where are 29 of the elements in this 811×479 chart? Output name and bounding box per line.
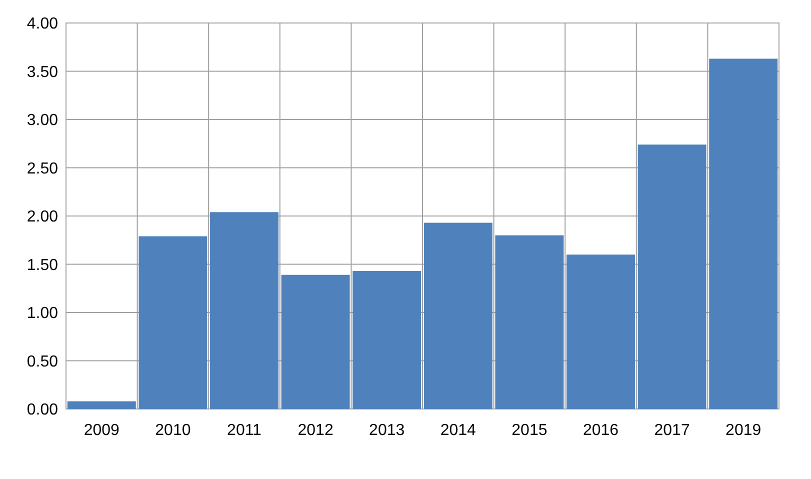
bar — [210, 212, 278, 409]
y-tick-label: 0.50 — [26, 353, 58, 370]
y-tick-label: 1.00 — [26, 305, 58, 322]
bar — [281, 274, 350, 409]
y-tick-label: 2.00 — [26, 208, 58, 226]
bar — [638, 144, 706, 409]
bar — [424, 222, 492, 409]
x-tick-label: 2011 — [227, 422, 262, 439]
x-tick-label: 2010 — [155, 422, 191, 439]
bar — [67, 401, 136, 409]
x-tick-label: 2013 — [369, 422, 405, 439]
x-tick-label: 2014 — [440, 422, 476, 439]
x-tick-label: 2019 — [726, 422, 762, 439]
x-tick-label: 2009 — [84, 422, 120, 439]
y-tick-label: 3.00 — [26, 112, 58, 130]
bar — [566, 254, 635, 409]
bar — [709, 58, 778, 409]
y-tick-label: 0.00 — [26, 402, 58, 419]
x-tick-label: 2017 — [654, 422, 690, 439]
x-tick-label: 2016 — [582, 422, 619, 439]
y-tick-label: 2.50 — [26, 160, 58, 178]
x-tick-label: 2012 — [298, 422, 334, 439]
y-tick-label: 3.50 — [26, 64, 58, 81]
x-tick-label: 2015 — [512, 422, 548, 439]
bar — [138, 236, 208, 409]
y-tick-label: 4.00 — [26, 16, 58, 33]
y-tick-label: 1.50 — [26, 256, 58, 274]
bar — [495, 235, 564, 409]
bar — [352, 271, 422, 409]
